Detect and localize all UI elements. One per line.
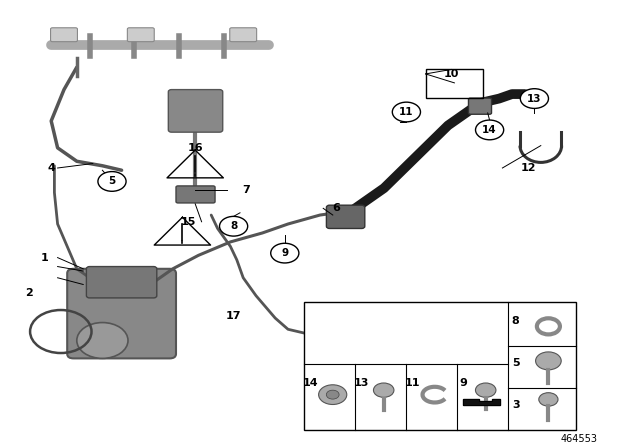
- Text: 11: 11: [399, 107, 413, 117]
- FancyBboxPatch shape: [51, 28, 77, 42]
- Circle shape: [319, 385, 347, 405]
- Text: 8: 8: [512, 315, 520, 326]
- Text: 14: 14: [302, 379, 318, 388]
- Text: 3: 3: [512, 400, 520, 410]
- Circle shape: [539, 393, 558, 406]
- Text: 12: 12: [520, 163, 536, 173]
- FancyBboxPatch shape: [230, 28, 257, 42]
- Text: 14: 14: [483, 125, 497, 135]
- FancyBboxPatch shape: [67, 269, 176, 358]
- Text: 16: 16: [188, 143, 203, 153]
- Text: 17: 17: [226, 311, 241, 321]
- Circle shape: [374, 383, 394, 397]
- Text: 464553: 464553: [561, 435, 598, 444]
- Text: 8: 8: [230, 221, 237, 231]
- Text: 9: 9: [281, 248, 289, 258]
- FancyBboxPatch shape: [168, 90, 223, 132]
- Text: 2: 2: [25, 289, 33, 298]
- FancyBboxPatch shape: [176, 186, 215, 203]
- Text: 4: 4: [47, 163, 55, 173]
- Circle shape: [272, 244, 298, 262]
- Text: 10: 10: [444, 69, 459, 79]
- Text: 5: 5: [108, 177, 116, 186]
- Circle shape: [220, 216, 248, 236]
- Text: 1: 1: [41, 253, 49, 263]
- Text: 7: 7: [243, 185, 250, 195]
- Circle shape: [271, 243, 299, 263]
- FancyBboxPatch shape: [86, 267, 157, 298]
- Text: 6: 6: [332, 203, 340, 213]
- FancyBboxPatch shape: [304, 302, 576, 430]
- FancyBboxPatch shape: [326, 205, 365, 228]
- Text: 11: 11: [404, 379, 420, 388]
- FancyBboxPatch shape: [127, 28, 154, 42]
- Circle shape: [476, 383, 496, 397]
- Circle shape: [520, 89, 548, 108]
- Circle shape: [77, 323, 128, 358]
- Text: 9: 9: [459, 379, 467, 388]
- Circle shape: [476, 120, 504, 140]
- Circle shape: [326, 390, 339, 399]
- Text: 13: 13: [527, 94, 541, 103]
- Text: 15: 15: [181, 217, 196, 227]
- FancyBboxPatch shape: [468, 98, 492, 114]
- Text: 13: 13: [353, 379, 369, 388]
- Polygon shape: [463, 399, 500, 405]
- Text: 5: 5: [512, 358, 520, 368]
- Circle shape: [98, 172, 126, 191]
- Circle shape: [536, 352, 561, 370]
- Circle shape: [392, 102, 420, 122]
